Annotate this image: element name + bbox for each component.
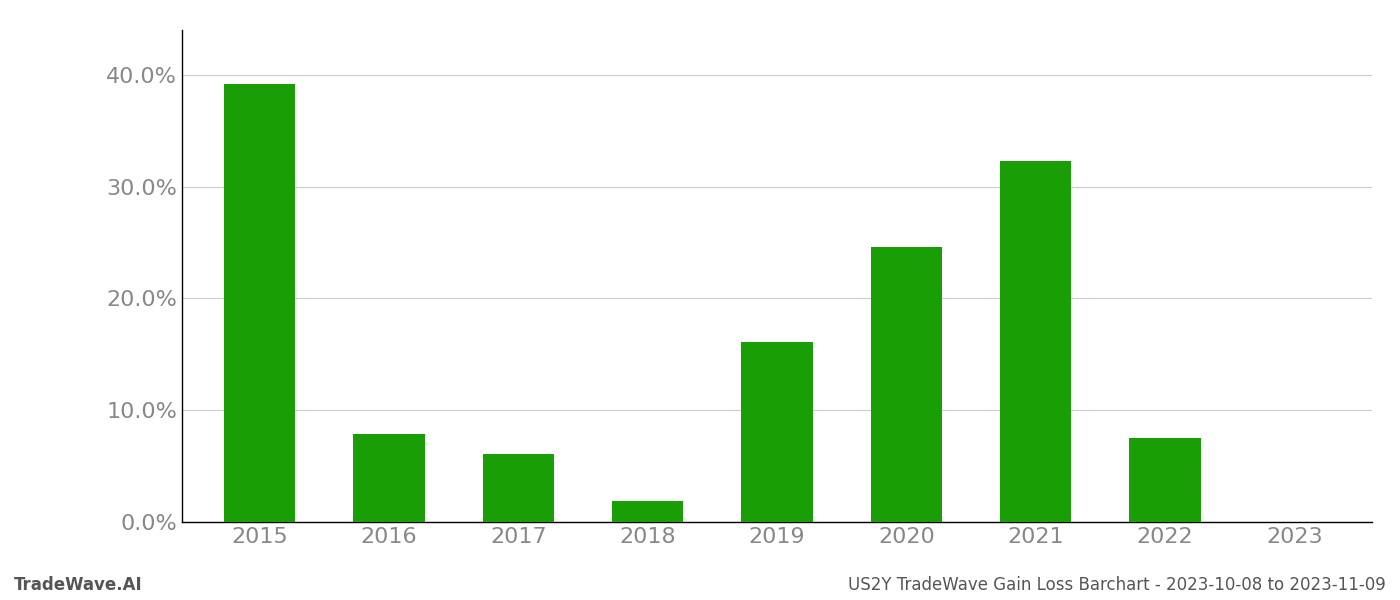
Bar — [353, 434, 424, 522]
Bar — [612, 501, 683, 522]
Bar — [224, 83, 295, 522]
Text: TradeWave.AI: TradeWave.AI — [14, 576, 143, 594]
Bar — [742, 342, 812, 522]
Bar — [871, 247, 942, 522]
Bar — [483, 454, 554, 522]
Text: US2Y TradeWave Gain Loss Barchart - 2023-10-08 to 2023-11-09: US2Y TradeWave Gain Loss Barchart - 2023… — [848, 576, 1386, 594]
Bar — [1130, 438, 1201, 522]
Bar — [1000, 161, 1071, 522]
